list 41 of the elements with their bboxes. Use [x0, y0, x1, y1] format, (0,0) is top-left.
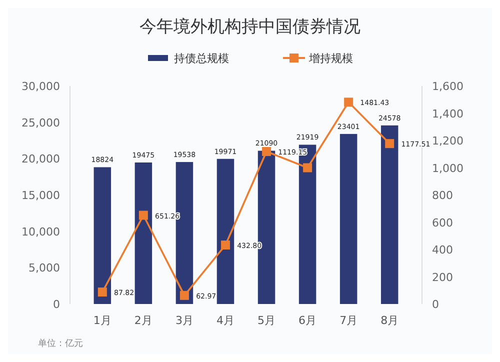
x-tick-label: 1月 — [93, 314, 112, 327]
bar — [380, 125, 398, 304]
x-tick-label: 5月 — [258, 314, 276, 327]
y2-tick-label: 800 — [432, 189, 453, 202]
point — [98, 288, 107, 297]
point — [262, 147, 272, 156]
point — [303, 163, 312, 172]
x-tick-label: 4月 — [216, 314, 234, 327]
x-tick-label: 7月 — [340, 314, 358, 327]
point — [344, 98, 354, 107]
y-tick-label: 10,000 — [22, 225, 60, 238]
text: 单位：亿元 — [38, 338, 83, 349]
y2-tick-label: 1,600 — [432, 80, 464, 93]
y-tick-label: 0 — [53, 298, 60, 311]
bar — [134, 162, 152, 304]
x-tick-label: 3月 — [175, 314, 194, 327]
bar — [94, 167, 112, 304]
x-tick-label: 2月 — [134, 314, 152, 327]
chart-title: 今年境外机构持中国债券情况 — [140, 17, 360, 37]
y-tick-label: 5,000 — [28, 262, 60, 275]
y2-tick-label: 1,200 — [432, 134, 464, 148]
point — [180, 290, 189, 300]
y2-tick-label: 1,400 — [432, 107, 464, 120]
point — [385, 139, 394, 148]
point — [220, 240, 230, 250]
legend-label: 增持规模 — [308, 52, 353, 65]
bar — [216, 158, 234, 304]
y2-tick-label: 1,000 — [432, 162, 464, 175]
y-tick-label: 30,000 — [22, 80, 60, 93]
legend-label: 持债总规模 — [174, 52, 229, 65]
x-tick-label: 6月 — [298, 314, 317, 327]
y2-tick-label: 600 — [432, 216, 453, 230]
bar — [340, 134, 358, 304]
x-tick-label: 8月 — [380, 314, 399, 327]
point — [138, 210, 148, 220]
y2-tick-label: 200 — [432, 270, 453, 284]
y2-tick-label: 400 — [432, 244, 453, 256]
y-tick-label: 15,000 — [22, 189, 60, 202]
y-tick-label: 20,000 — [22, 152, 60, 166]
y2-tick-label: 0 — [432, 298, 439, 311]
y-tick-label: 25,000 — [22, 116, 60, 130]
